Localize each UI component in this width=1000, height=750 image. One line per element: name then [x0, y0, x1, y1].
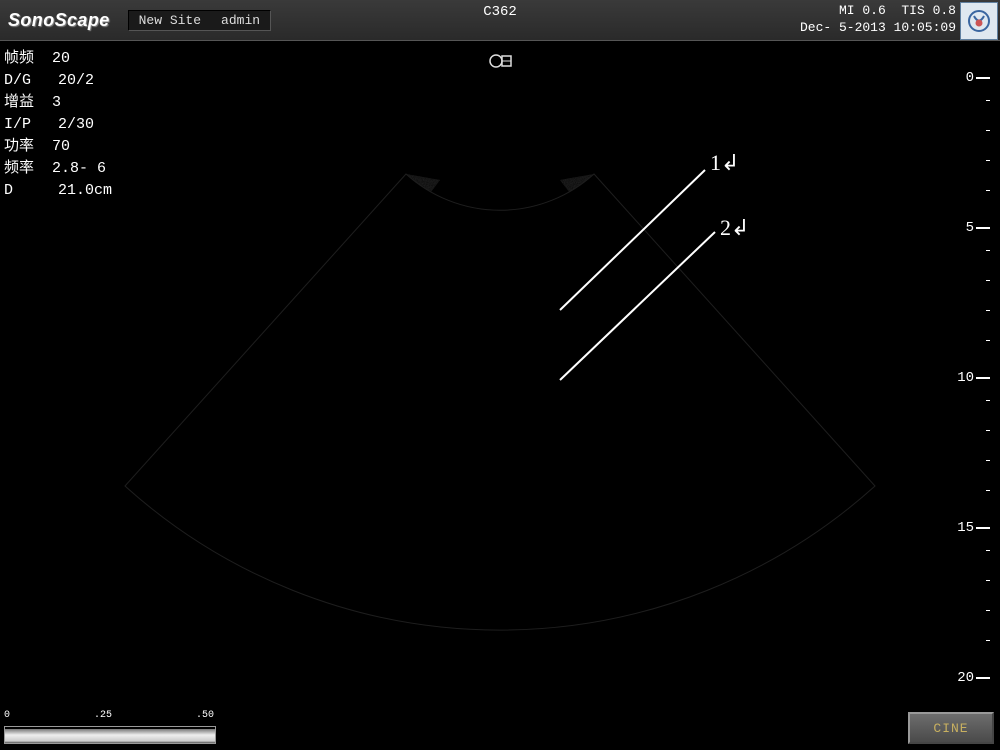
datetime: Dec- 5-2013 10:05:09	[800, 19, 956, 36]
top-right-info: MI 0.6 TIS 0.8 Dec- 5-2013 10:05:09	[800, 2, 956, 36]
ruler-label: 0	[954, 70, 974, 86]
scale-tick: .50	[196, 710, 214, 722]
user-name: admin	[221, 13, 260, 28]
mi-tis-readout: MI 0.6 TIS 0.8	[800, 2, 956, 19]
ruler-label: 10	[954, 370, 974, 386]
anechoic-region-1	[369, 235, 675, 385]
ruler-label: 20	[954, 670, 974, 686]
ruler-minor-tick	[986, 640, 990, 641]
scale-bar-ticks: 0 .25 .50	[4, 710, 214, 722]
ruler-minor-tick	[986, 490, 990, 491]
ruler-minor-tick	[986, 100, 990, 101]
ruler-label: 15	[954, 520, 974, 536]
annotation-1-leader	[560, 170, 705, 310]
scale-tick: .25	[94, 710, 112, 722]
ruler-major-tick: 20	[946, 670, 990, 686]
hyperechoic-band-2	[445, 370, 631, 401]
patient-info-icon[interactable]	[960, 2, 998, 40]
ruler-minor-tick	[986, 550, 990, 551]
annotation-1-label: 1↲	[710, 150, 739, 176]
ruler-minor-tick	[986, 340, 990, 341]
cine-button-label: CINE	[933, 721, 968, 736]
ruler-major-tick: 5	[946, 220, 990, 236]
brand-logo: SonoScape	[0, 10, 110, 31]
ruler-minor-tick	[986, 460, 990, 461]
ruler-minor-tick	[986, 250, 990, 251]
ruler-minor-tick	[986, 310, 990, 311]
ruler-major-tick: 0	[946, 70, 990, 86]
ruler-minor-tick	[986, 160, 990, 161]
ruler-minor-tick	[986, 190, 990, 191]
title-bar: SonoScape New Site admin C362 MI 0.6 TIS…	[0, 0, 1000, 41]
ruler-minor-tick	[986, 430, 990, 431]
ruler-minor-tick	[986, 610, 990, 611]
posterior-shadow	[330, 487, 700, 628]
orientation-marker-icon	[486, 50, 514, 72]
ruler-minor-tick	[986, 280, 990, 281]
ruler-minor-tick	[986, 400, 990, 401]
site-user-box: New Site admin	[128, 10, 271, 31]
grayscale-bar	[4, 726, 216, 744]
ruler-minor-tick	[986, 130, 990, 131]
annotation-2-leader	[560, 232, 715, 380]
ruler-major-tick: 10	[946, 370, 990, 386]
site-name: New Site	[139, 13, 201, 28]
ruler-minor-tick	[986, 580, 990, 581]
ruler-label: 5	[954, 220, 974, 236]
annotation-2-label: 2↲	[720, 215, 749, 241]
scale-bar: 0 .25 .50	[4, 710, 214, 746]
scale-tick: 0	[4, 710, 10, 722]
sector-fan	[125, 174, 875, 630]
probe-name: C362	[483, 4, 517, 20]
cine-button[interactable]: CINE	[908, 712, 994, 744]
ultrasound-view: 1↲ 2↲	[60, 40, 940, 700]
ultrasound-svg	[60, 40, 940, 700]
ruler-major-tick: 15	[946, 520, 990, 536]
depth-ruler: 05101520	[946, 60, 990, 680]
